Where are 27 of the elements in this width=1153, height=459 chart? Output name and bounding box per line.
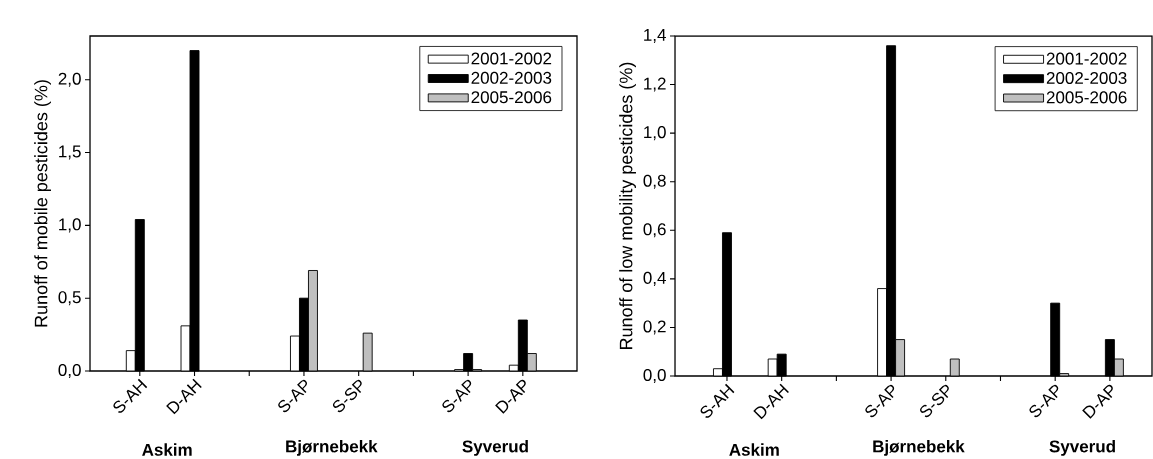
text: Bjørnebekk — [873, 439, 965, 456]
legend-label: 2002-2003 — [471, 71, 552, 84]
text: Syverud — [1049, 439, 1115, 456]
y-tick-label: 0,4 — [643, 271, 666, 286]
legend-label: 2005-2006 — [1046, 91, 1127, 104]
y-tick-label: 0,2 — [643, 320, 666, 335]
y-tick-label: 1,0 — [59, 218, 81, 233]
y-tick-label: 1,0 — [644, 126, 666, 141]
y-axis-title: Runoff of mobile pesticides (%) — [34, 80, 51, 327]
y-tick-label: 0,5 — [58, 291, 81, 306]
y-tick-label: 1,2 — [644, 77, 666, 92]
y-axis-title: Runoff of low mobility pesticides (%) — [619, 62, 636, 349]
legend-label: 2005-2006 — [471, 91, 552, 104]
legend-label: 2001-2002 — [471, 52, 552, 65]
text: Askim — [729, 443, 779, 456]
y-tick-label: 1,5 — [59, 145, 81, 160]
text: Syverud — [462, 439, 528, 456]
y-tick-label: 0,0 — [643, 368, 666, 384]
y-tick-label: 0,8 — [643, 174, 666, 189]
y-tick-label: 2,0 — [58, 72, 81, 87]
y-tick-label: 0,6 — [643, 223, 666, 238]
legend-label: 2001-2002 — [1046, 52, 1127, 65]
y-tick-label: 1,4 — [644, 29, 666, 43]
text: Askim — [142, 443, 192, 456]
legend-label: 2002-2003 — [1046, 71, 1127, 85]
text: Bjørnebekk — [286, 439, 378, 456]
y-tick-label: 0,0 — [58, 363, 81, 379]
